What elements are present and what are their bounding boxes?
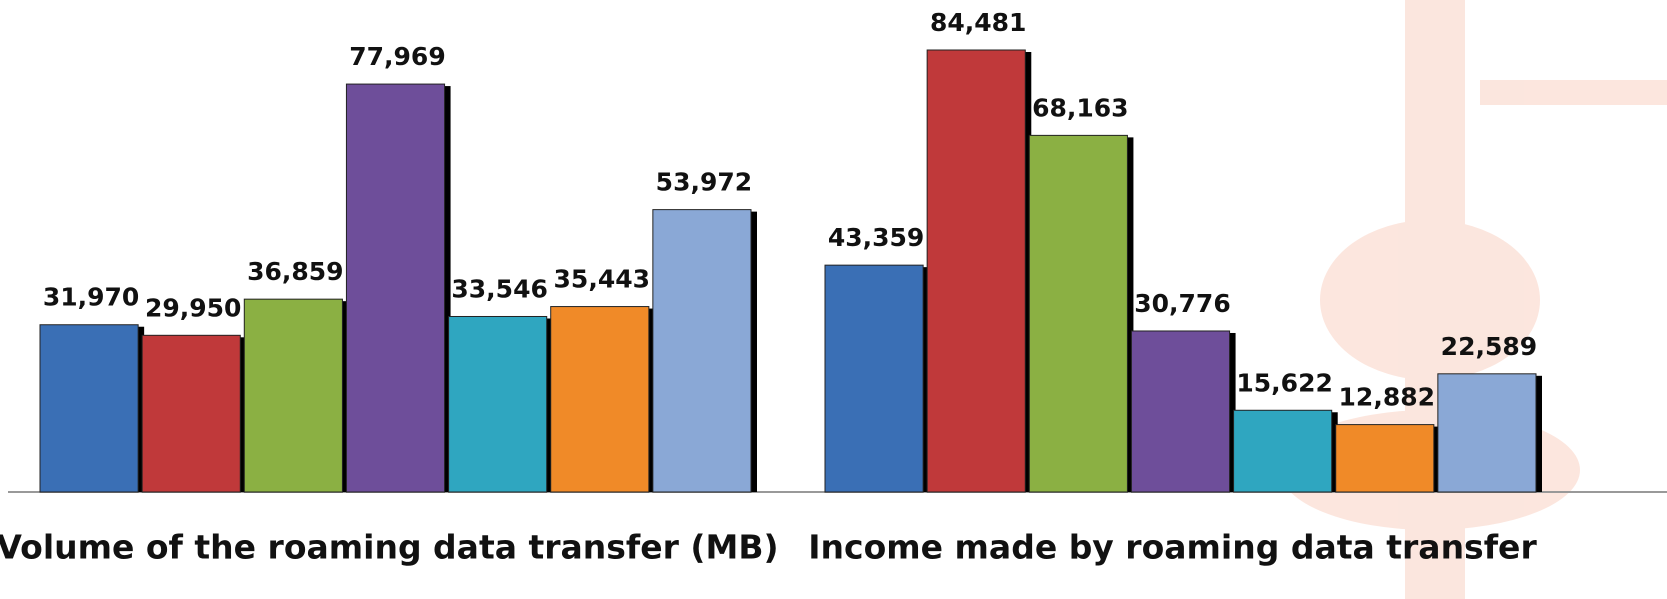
bar	[448, 315, 548, 493]
value-label: 29,950	[145, 293, 241, 322]
bar	[926, 49, 1026, 493]
value-label: 12,882	[1339, 383, 1435, 412]
bar	[652, 209, 752, 493]
bar	[141, 334, 241, 493]
bar	[1233, 409, 1333, 493]
bar	[243, 298, 343, 493]
value-label: 30,776	[1134, 289, 1230, 318]
value-label: 33,546	[451, 274, 547, 303]
bar	[824, 264, 924, 493]
chart-title: Volume of the roaming data transfer (MB)	[0, 528, 779, 567]
background-decoration	[1280, 0, 1667, 599]
bar	[1437, 373, 1537, 493]
bar	[1335, 424, 1435, 493]
value-label: 31,970	[43, 283, 139, 312]
bar	[1028, 134, 1128, 493]
value-label: 68,163	[1032, 93, 1128, 122]
value-label: 36,859	[247, 257, 343, 286]
bar	[550, 306, 650, 493]
value-label: 77,969	[349, 42, 445, 71]
bar	[39, 324, 139, 493]
bar	[1130, 330, 1231, 493]
value-label: 53,972	[656, 168, 752, 197]
chart-title: Income made by roaming data transfer	[808, 528, 1537, 567]
value-label: 15,622	[1236, 368, 1332, 397]
value-label: 22,589	[1441, 332, 1537, 361]
value-label: 35,443	[554, 265, 650, 294]
value-label: 84,481	[930, 8, 1026, 37]
bar	[345, 83, 446, 493]
value-label: 43,359	[828, 223, 924, 252]
